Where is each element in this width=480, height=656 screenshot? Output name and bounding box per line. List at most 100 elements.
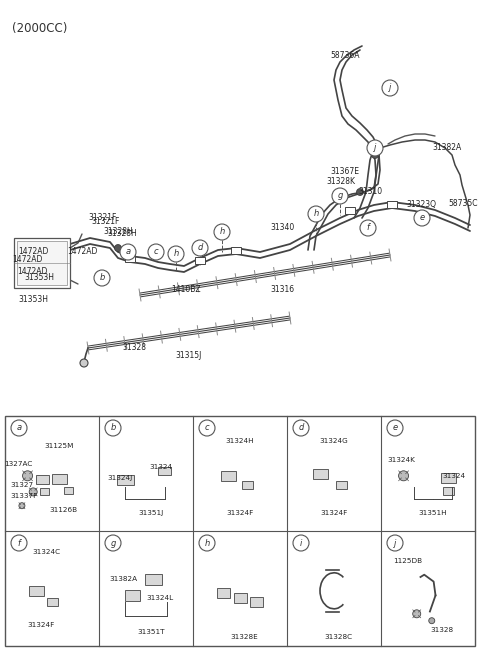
Text: 31324L: 31324L: [146, 595, 174, 601]
Text: a: a: [125, 247, 131, 256]
FancyBboxPatch shape: [47, 598, 58, 606]
Circle shape: [308, 206, 324, 222]
FancyBboxPatch shape: [158, 467, 171, 475]
Text: f: f: [17, 539, 21, 548]
Circle shape: [168, 246, 184, 262]
Text: d: d: [197, 243, 203, 253]
FancyBboxPatch shape: [231, 247, 241, 253]
Circle shape: [105, 420, 121, 436]
FancyBboxPatch shape: [117, 476, 134, 485]
Circle shape: [372, 152, 379, 159]
Text: 31351J: 31351J: [138, 510, 163, 516]
Text: a: a: [16, 424, 22, 432]
Text: b: b: [110, 424, 116, 432]
Text: i: i: [300, 539, 302, 548]
Circle shape: [192, 240, 208, 256]
Text: d: d: [298, 424, 304, 432]
FancyBboxPatch shape: [14, 238, 70, 288]
Text: 31382A: 31382A: [109, 577, 137, 583]
FancyBboxPatch shape: [216, 588, 229, 598]
Circle shape: [11, 420, 27, 436]
Text: 31328E: 31328E: [231, 634, 259, 640]
Circle shape: [360, 220, 376, 236]
Text: 1125DB: 1125DB: [393, 558, 422, 564]
Circle shape: [414, 210, 430, 226]
Text: 31328K: 31328K: [326, 178, 355, 186]
Text: 31353H: 31353H: [24, 274, 54, 283]
Text: j: j: [374, 144, 376, 152]
Text: 31382A: 31382A: [432, 144, 461, 152]
Text: 31126B: 31126B: [49, 507, 77, 513]
Text: 31351H: 31351H: [419, 510, 447, 516]
Text: h: h: [219, 228, 225, 237]
Text: 31327: 31327: [11, 482, 34, 488]
FancyBboxPatch shape: [242, 481, 253, 489]
Text: 58736A: 58736A: [330, 51, 360, 60]
Text: 31324G: 31324G: [320, 438, 348, 444]
Circle shape: [105, 535, 121, 551]
Circle shape: [387, 420, 403, 436]
Circle shape: [429, 618, 435, 624]
FancyBboxPatch shape: [145, 574, 162, 584]
FancyBboxPatch shape: [17, 241, 67, 285]
Text: 31324K: 31324K: [388, 457, 416, 462]
Text: 1410BZ: 1410BZ: [171, 285, 201, 295]
Text: 31125M: 31125M: [45, 443, 74, 449]
FancyBboxPatch shape: [233, 593, 247, 603]
FancyBboxPatch shape: [387, 201, 397, 207]
Text: h: h: [173, 249, 179, 258]
FancyBboxPatch shape: [313, 468, 328, 478]
Text: 31337F: 31337F: [10, 493, 37, 499]
Text: 31321F: 31321F: [88, 213, 116, 222]
Text: j: j: [394, 539, 396, 548]
Text: 31351T: 31351T: [137, 629, 165, 635]
Text: 31324J: 31324J: [107, 475, 132, 481]
FancyBboxPatch shape: [443, 487, 454, 495]
Text: 31324C: 31324C: [32, 548, 60, 555]
Text: c: c: [204, 424, 209, 432]
Text: 1327AC: 1327AC: [4, 461, 32, 467]
Text: 31328: 31328: [122, 344, 146, 352]
Text: 31324: 31324: [443, 473, 466, 479]
Text: 31324F: 31324F: [227, 510, 253, 516]
Text: 31353H: 31353H: [18, 295, 48, 304]
Circle shape: [398, 471, 408, 481]
Text: 31324: 31324: [149, 464, 173, 470]
Text: g: g: [337, 192, 343, 201]
Text: 1472AD: 1472AD: [17, 268, 48, 276]
Text: b: b: [99, 274, 105, 283]
Circle shape: [413, 610, 420, 618]
Text: 1472AD: 1472AD: [18, 247, 48, 256]
Circle shape: [382, 80, 398, 96]
Text: (2000CC): (2000CC): [12, 22, 67, 35]
Circle shape: [293, 535, 309, 551]
Circle shape: [29, 488, 37, 496]
Text: 31340: 31340: [270, 224, 294, 232]
Circle shape: [115, 245, 121, 251]
Text: 31324H: 31324H: [226, 438, 254, 444]
Circle shape: [387, 535, 403, 551]
Text: 31316: 31316: [270, 285, 294, 295]
Text: 31324F: 31324F: [320, 510, 348, 516]
FancyBboxPatch shape: [40, 489, 49, 495]
Circle shape: [94, 270, 110, 286]
FancyBboxPatch shape: [36, 475, 49, 483]
FancyBboxPatch shape: [195, 256, 205, 264]
Text: 1472AD: 1472AD: [12, 255, 42, 264]
Circle shape: [120, 244, 136, 260]
Circle shape: [214, 224, 230, 240]
Circle shape: [293, 420, 309, 436]
Text: 31321F: 31321F: [91, 218, 120, 226]
Text: 1472AD: 1472AD: [67, 247, 97, 256]
Text: 31324F: 31324F: [27, 623, 54, 628]
Text: j: j: [389, 83, 391, 92]
Text: e: e: [420, 213, 425, 222]
Text: 31328H: 31328H: [103, 226, 133, 236]
Text: f: f: [367, 224, 370, 232]
Circle shape: [19, 502, 25, 508]
Text: h: h: [313, 209, 319, 218]
Circle shape: [11, 535, 27, 551]
FancyBboxPatch shape: [221, 471, 236, 481]
FancyBboxPatch shape: [251, 598, 264, 607]
Circle shape: [23, 471, 33, 481]
